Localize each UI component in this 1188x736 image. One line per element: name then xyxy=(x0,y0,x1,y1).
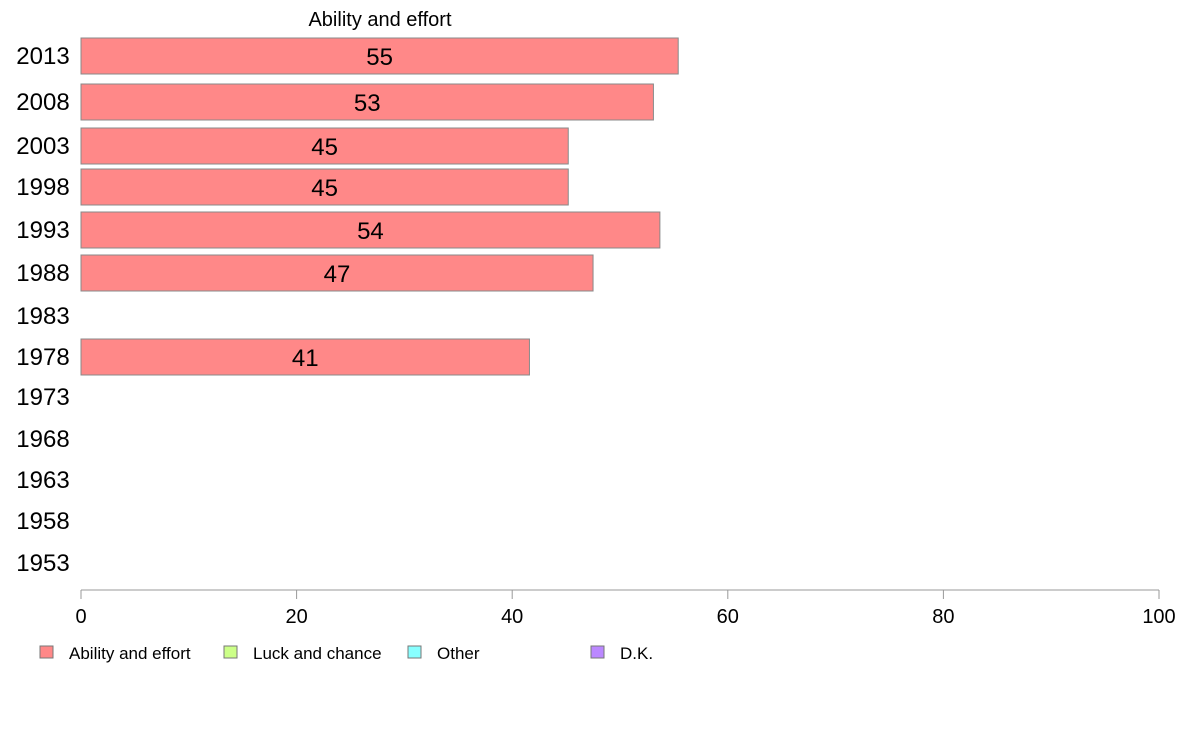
y-axis: 2013 2008 2003 1998 1993 1988 1983 1978 1973 1968… xyxy=(16,43,69,577)
legend: Ability and effort Luck and chance Other D.… xyxy=(39,644,653,663)
bar xyxy=(80,83,654,121)
bar-value-label: 53 xyxy=(354,90,381,117)
y-tick-label: 1988 xyxy=(16,260,69,287)
y-tick-label: 1968 xyxy=(16,426,69,453)
legend-swatch xyxy=(39,645,54,659)
y-tick-label: 2013 xyxy=(16,43,69,70)
y-tick-label: 1993 xyxy=(16,217,69,244)
bar xyxy=(80,338,530,376)
bar-value-label: 54 xyxy=(357,218,384,245)
x-tick-label: 40 xyxy=(501,606,523,628)
bar xyxy=(80,254,594,292)
y-tick-label: 1973 xyxy=(16,384,69,411)
x-axis: 0 20 40 60 80 100 xyxy=(75,589,1176,628)
bar xyxy=(80,37,679,75)
x-tick-label: 60 xyxy=(717,606,739,628)
legend-label: Luck and chance xyxy=(253,644,382,663)
y-tick-label: 1983 xyxy=(16,303,69,330)
x-tick-label: 80 xyxy=(932,606,954,628)
y-tick-label: 1953 xyxy=(16,550,69,577)
bar-value-label: 45 xyxy=(311,134,338,161)
bar-value-label: 47 xyxy=(324,261,351,288)
bar xyxy=(80,211,661,249)
x-tick-label: 100 xyxy=(1142,606,1175,628)
y-tick-label: 2003 xyxy=(16,133,69,160)
chart-title: Ability and effort xyxy=(308,9,451,31)
legend-label: Other xyxy=(437,644,480,663)
y-tick-label: 1998 xyxy=(16,174,69,201)
legend-label: D.K. xyxy=(620,644,653,663)
legend-swatch xyxy=(590,645,605,659)
y-tick-label: 1978 xyxy=(16,344,69,371)
bar xyxy=(80,127,569,165)
legend-label: Ability and effort xyxy=(69,644,191,663)
bar xyxy=(80,168,569,206)
bar-value-label: 45 xyxy=(311,175,338,202)
bar-value-label: 41 xyxy=(292,345,319,372)
x-tick-label: 0 xyxy=(75,606,86,628)
legend-swatch xyxy=(223,645,238,659)
x-tick-label: 20 xyxy=(285,606,307,628)
legend-swatch xyxy=(407,645,422,659)
bar-value-label: 55 xyxy=(366,44,393,71)
y-tick-label: 2008 xyxy=(16,89,69,116)
y-tick-label: 1958 xyxy=(16,508,69,535)
y-tick-label: 1963 xyxy=(16,467,69,494)
